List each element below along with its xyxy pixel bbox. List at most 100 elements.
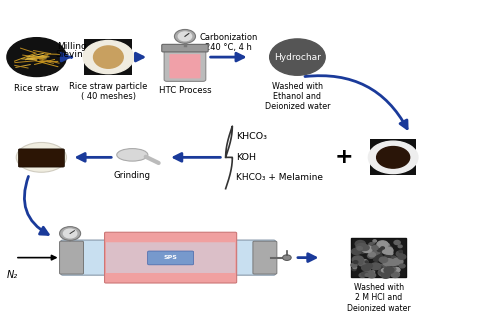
Circle shape	[371, 263, 381, 270]
Circle shape	[384, 267, 394, 274]
Circle shape	[353, 261, 358, 264]
Circle shape	[389, 256, 397, 261]
Circle shape	[355, 241, 365, 247]
Circle shape	[369, 252, 375, 257]
Circle shape	[63, 229, 77, 238]
Circle shape	[379, 257, 388, 263]
Circle shape	[356, 246, 367, 253]
Circle shape	[389, 260, 398, 266]
Circle shape	[382, 247, 393, 254]
Circle shape	[361, 265, 371, 271]
Text: KOH: KOH	[236, 153, 256, 162]
Text: Grinding: Grinding	[114, 172, 151, 180]
FancyBboxPatch shape	[106, 242, 235, 273]
Circle shape	[387, 256, 391, 258]
Circle shape	[358, 242, 361, 244]
Circle shape	[366, 264, 372, 268]
Circle shape	[373, 253, 380, 257]
Circle shape	[174, 29, 195, 43]
Circle shape	[372, 244, 380, 250]
Circle shape	[369, 243, 374, 246]
Circle shape	[353, 266, 357, 268]
Text: N₂: N₂	[7, 269, 18, 280]
Circle shape	[398, 254, 406, 259]
Circle shape	[382, 269, 386, 272]
FancyBboxPatch shape	[61, 240, 276, 275]
Ellipse shape	[117, 148, 148, 161]
FancyBboxPatch shape	[84, 39, 132, 75]
Circle shape	[385, 245, 390, 248]
Circle shape	[370, 248, 380, 255]
Circle shape	[60, 227, 81, 240]
Circle shape	[361, 272, 368, 276]
Circle shape	[358, 261, 363, 264]
Circle shape	[356, 244, 367, 251]
Circle shape	[392, 267, 400, 272]
Circle shape	[361, 245, 372, 252]
Circle shape	[371, 250, 382, 257]
Circle shape	[377, 241, 388, 248]
Circle shape	[399, 250, 402, 252]
Circle shape	[359, 273, 366, 277]
Circle shape	[384, 255, 389, 259]
Ellipse shape	[16, 142, 67, 172]
Text: Rice straw: Rice straw	[14, 84, 59, 93]
Circle shape	[383, 243, 389, 247]
Circle shape	[384, 262, 390, 266]
Text: Hydrochar: Hydrochar	[274, 52, 321, 61]
Circle shape	[374, 250, 382, 255]
Text: KHCO₃: KHCO₃	[236, 132, 267, 141]
Circle shape	[373, 258, 379, 261]
FancyBboxPatch shape	[162, 44, 208, 52]
Circle shape	[372, 246, 378, 250]
Circle shape	[386, 260, 390, 262]
Circle shape	[374, 256, 377, 258]
Circle shape	[391, 272, 399, 277]
Circle shape	[381, 247, 384, 249]
Text: HTC Process: HTC Process	[159, 86, 211, 95]
FancyBboxPatch shape	[351, 238, 406, 277]
Circle shape	[377, 266, 382, 269]
FancyBboxPatch shape	[164, 49, 206, 81]
Circle shape	[399, 264, 405, 268]
Text: Rice straw particle
( 40 meshes): Rice straw particle ( 40 meshes)	[69, 82, 147, 101]
Ellipse shape	[94, 46, 123, 68]
Circle shape	[377, 249, 382, 252]
Circle shape	[388, 252, 393, 255]
Text: Washed with
Ethanol and
Deionized water: Washed with Ethanol and Deionized water	[264, 82, 330, 111]
Circle shape	[396, 251, 402, 255]
Circle shape	[392, 272, 399, 277]
FancyBboxPatch shape	[169, 54, 201, 78]
Circle shape	[378, 264, 386, 270]
Circle shape	[377, 147, 409, 168]
Circle shape	[390, 267, 396, 271]
Text: KHCO₃ + Melamine: KHCO₃ + Melamine	[236, 173, 323, 182]
Circle shape	[360, 245, 369, 251]
Circle shape	[379, 271, 384, 274]
Circle shape	[383, 248, 386, 250]
Circle shape	[83, 41, 134, 74]
Circle shape	[368, 273, 375, 278]
Circle shape	[358, 260, 366, 266]
Text: +: +	[335, 147, 353, 167]
Circle shape	[365, 261, 368, 263]
Circle shape	[392, 260, 397, 263]
Circle shape	[352, 248, 361, 254]
Circle shape	[364, 268, 370, 272]
FancyBboxPatch shape	[371, 139, 416, 175]
Circle shape	[361, 260, 368, 264]
FancyBboxPatch shape	[253, 241, 277, 274]
Circle shape	[7, 38, 66, 76]
Circle shape	[383, 259, 394, 266]
Circle shape	[396, 253, 401, 256]
Circle shape	[380, 245, 386, 249]
Circle shape	[372, 271, 375, 273]
FancyBboxPatch shape	[60, 241, 84, 274]
Text: Washed with
2 M HCl and
Deionized water: Washed with 2 M HCl and Deionized water	[347, 283, 410, 313]
Circle shape	[382, 273, 390, 278]
FancyBboxPatch shape	[18, 149, 64, 167]
FancyBboxPatch shape	[148, 251, 193, 265]
Text: Milling: Milling	[57, 43, 87, 52]
Circle shape	[283, 255, 291, 260]
Circle shape	[178, 32, 192, 41]
